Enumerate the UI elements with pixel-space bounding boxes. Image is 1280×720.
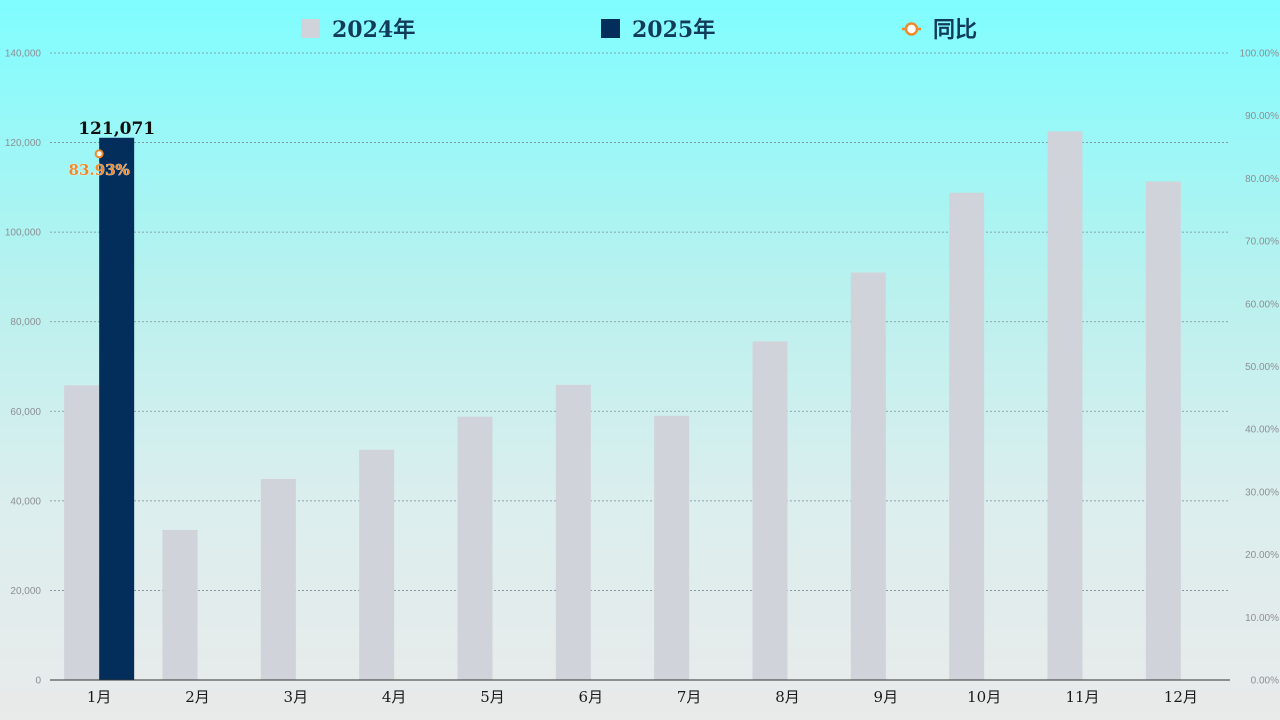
legend-label-1: 2024年 [332,17,415,43]
legend-swatch-2 [601,19,620,38]
bar-2024-7 [654,415,690,680]
x-tick-label: 1月 [87,688,112,706]
y2-tick-label: 0.00% [1251,676,1279,687]
bar-2024-11 [1047,131,1083,680]
y2-tick-label: 50.00% [1245,362,1279,373]
legend-circle-marker [904,22,919,36]
y-tick-label: 40,000 [10,496,41,507]
x-tick-label: 7月 [677,688,702,706]
y-tick-label: 140,000 [5,49,42,60]
y-axis-right: 0.00% 10.00% 20.00% 30.00% 40.00% 50.00% 60.00… [1240,49,1280,687]
y2-tick-label: 10.00% [1245,613,1279,624]
legend-label-3: 同比 [933,17,977,43]
bar-2024-4 [359,449,395,680]
bar-2024-3 [260,478,296,680]
y2-tick-label: 20.00% [1245,550,1279,561]
y2-tick-label: 70.00% [1245,237,1279,248]
y-axis-left: 0 20,000 40,000 60,000 80,000 100,000 120,000 1… [5,49,42,687]
y2-tick-label: 60.00% [1245,299,1279,310]
bar-2024-6 [555,384,591,680]
x-tick-label: 11月 [1065,688,1099,706]
y2-tick-label: 40.00% [1245,425,1279,436]
legend-label-2: 2025年 [632,17,715,43]
bar-2024-5 [457,416,493,680]
y-tick-label: 60,000 [10,407,41,418]
legend: 2024年 2025年 同比 [301,17,977,43]
bar-2025-value-label: 121,071 [78,119,155,139]
bar-2024-10 [949,192,985,680]
y-tick-label: 120,000 [5,138,42,149]
y2-tick-label: 90.00% [1245,111,1279,122]
bar-2024-8 [752,341,788,680]
x-tick-label: 3月 [284,688,309,706]
legend-swatch-1 [301,19,320,38]
gridlines [50,52,1230,591]
bar-2024-1 [64,385,100,680]
y-tick-label: 20,000 [10,586,41,597]
x-tick-label: 10月 [967,688,1001,706]
x-tick-label: 5月 [480,688,505,706]
bar-2024-2 [162,529,198,680]
bar-2024-12 [1145,181,1181,680]
y2-tick-label: 80.00% [1245,174,1279,185]
x-tick-label: 8月 [775,688,800,706]
y-tick-label: 0 [35,676,41,687]
x-axis: 1月 2月 3月 4月 5月 6月 7月 8月 9月 10月 11月 12月 [50,679,1230,706]
y-tick-label: 100,000 [5,228,42,239]
yoy-point-1 [94,149,104,159]
y2-tick-label: 100.00% [1240,49,1280,60]
yoy-value-label: 83.93% [69,161,130,179]
y2-tick-label: 30.00% [1245,487,1279,498]
y-tick-label: 80,000 [10,317,41,328]
x-tick-label: 6月 [579,688,604,706]
bars [64,131,1181,680]
bar-2025-1 [99,137,135,680]
bar-2024-9 [850,272,886,680]
x-tick-label: 9月 [874,688,899,706]
x-tick-label: 4月 [382,688,407,706]
x-tick-label: 12月 [1164,688,1198,706]
data-labels: 121,071 83.93% [68,119,155,179]
x-tick-label: 2月 [185,688,210,706]
